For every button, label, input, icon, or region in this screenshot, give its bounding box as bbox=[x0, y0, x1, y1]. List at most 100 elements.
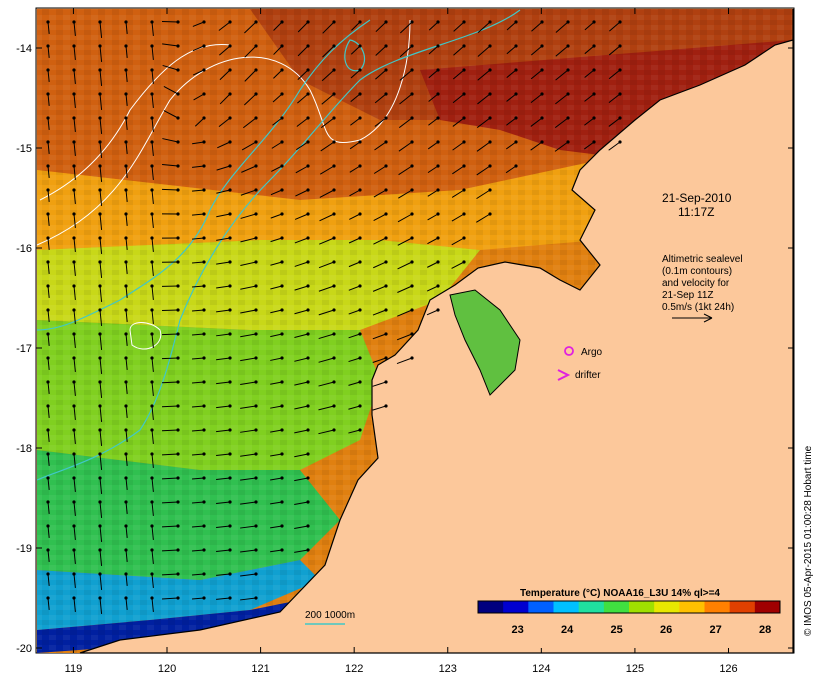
argo-marker-icon bbox=[564, 346, 574, 356]
velocity-arrow bbox=[348, 261, 361, 268]
velocity-arrow bbox=[73, 381, 76, 396]
velocity-arrow bbox=[240, 501, 257, 505]
velocity-arrow bbox=[73, 405, 76, 420]
velocity-arrow bbox=[216, 573, 231, 576]
velocity-arrow-tail bbox=[358, 284, 362, 288]
velocity-arrow-tail bbox=[306, 380, 310, 384]
velocity-arrow bbox=[372, 381, 387, 387]
velocity-arrow-tail bbox=[202, 380, 206, 384]
velocity-arrow-tail bbox=[384, 164, 388, 168]
velocity-arrow bbox=[294, 285, 309, 291]
velocity-arrow bbox=[322, 45, 335, 58]
velocity-arrow-tail bbox=[46, 452, 50, 456]
velocity-arrow bbox=[125, 357, 128, 370]
velocity-arrow-tail bbox=[176, 596, 180, 600]
velocity-arrow-tail bbox=[462, 212, 466, 216]
velocity-arrow bbox=[216, 165, 231, 171]
colorbar-tick-label: 26 bbox=[660, 624, 672, 636]
velocity-arrow bbox=[161, 333, 179, 336]
velocity-arrow bbox=[161, 549, 179, 552]
colorbar: 23 24 25 26 27 28 bbox=[477, 600, 781, 636]
velocity-arrow-tail bbox=[124, 308, 128, 312]
colorbar-background bbox=[475, 582, 785, 648]
velocity-arrow-tail bbox=[228, 284, 232, 288]
velocity-arrow-tail bbox=[124, 332, 128, 336]
velocity-arrow bbox=[192, 333, 205, 336]
velocity-arrow bbox=[240, 477, 257, 481]
colorbar-tick-label: 24 bbox=[561, 624, 574, 636]
velocity-arrow bbox=[47, 357, 50, 370]
velocity-arrow bbox=[47, 261, 50, 274]
velocity-arrow bbox=[73, 285, 76, 300]
velocity-arrow-tail bbox=[46, 68, 50, 72]
velocity-arrow bbox=[99, 309, 103, 326]
velocity-arrow-tail bbox=[618, 92, 622, 96]
velocity-arrow-tail bbox=[124, 188, 128, 192]
velocity-arrow bbox=[505, 165, 517, 174]
velocity-arrow-tail bbox=[410, 332, 414, 336]
lat-tick-label: -19 bbox=[16, 543, 32, 555]
velocity-arrow-tail bbox=[384, 356, 388, 360]
colorbar-title: Temperature (°C) NOAA16_L3U 14% ql>=4 bbox=[520, 588, 720, 599]
velocity-arrow-tail bbox=[254, 524, 258, 528]
velocity-arrow-tail bbox=[592, 116, 596, 120]
velocity-arrow bbox=[151, 237, 154, 252]
velocity-arrow-tail bbox=[462, 68, 466, 72]
velocity-arrow bbox=[396, 357, 413, 365]
velocity-arrow-tail bbox=[306, 212, 310, 216]
velocity-arrow-tail bbox=[72, 212, 76, 216]
velocity-arrow-tail bbox=[384, 260, 388, 264]
velocity-arrow bbox=[240, 309, 257, 314]
velocity-arrow-tail bbox=[332, 164, 336, 168]
velocity-arrow-tail bbox=[46, 596, 50, 600]
velocity-arrow bbox=[453, 45, 465, 56]
velocity-arrow bbox=[99, 573, 103, 590]
velocity-arrow-tail bbox=[254, 68, 258, 72]
velocity-arrow-tail bbox=[202, 188, 206, 192]
velocity-arrow bbox=[161, 597, 179, 600]
velocity-arrow-tail bbox=[566, 116, 570, 120]
velocity-arrow bbox=[125, 45, 128, 58]
velocity-arrow-tail bbox=[410, 284, 414, 288]
velocity-arrow bbox=[73, 69, 76, 84]
velocity-arrow bbox=[125, 213, 128, 226]
velocity-arrow bbox=[320, 117, 335, 129]
velocity-arrow bbox=[428, 93, 439, 102]
velocity-arrow bbox=[151, 573, 154, 588]
argo-label: Argo bbox=[581, 347, 603, 358]
velocity-arrow bbox=[318, 285, 335, 292]
velocity-arrow-tail bbox=[254, 236, 258, 240]
velocity-arrow bbox=[321, 93, 335, 105]
velocity-arrow-tail bbox=[98, 404, 102, 408]
velocity-arrow-tail bbox=[202, 404, 206, 408]
velocity-arrow bbox=[163, 86, 179, 95]
velocity-arrow-tail bbox=[332, 116, 336, 120]
velocity-arrow-tail bbox=[358, 380, 362, 384]
velocity-arrow-tail bbox=[202, 476, 206, 480]
velocity-arrow bbox=[47, 165, 50, 178]
velocity-arrow bbox=[319, 189, 335, 198]
velocity-arrow bbox=[99, 357, 103, 374]
velocity-arrow bbox=[397, 285, 413, 293]
velocity-arrow-tail bbox=[176, 236, 180, 240]
velocity-arrow-tail bbox=[124, 428, 128, 432]
velocity-arrow-tail bbox=[150, 188, 154, 192]
velocity-arrow bbox=[99, 141, 103, 158]
velocity-arrow-tail bbox=[98, 596, 102, 600]
velocity-arrow bbox=[151, 117, 154, 132]
velocity-arrow bbox=[477, 93, 491, 105]
velocity-arrow bbox=[398, 165, 413, 176]
velocity-arrow bbox=[373, 237, 387, 245]
velocity-arrow bbox=[270, 261, 283, 266]
velocity-arrow bbox=[192, 189, 205, 192]
velocity-arrow bbox=[216, 381, 231, 385]
velocity-arrow-tail bbox=[202, 212, 206, 216]
velocity-arrow bbox=[162, 43, 179, 47]
velocity-arrow-tail bbox=[202, 284, 206, 288]
velocity-arrow-tail bbox=[228, 92, 232, 96]
velocity-arrow bbox=[427, 165, 439, 174]
velocity-arrow bbox=[350, 45, 361, 55]
velocity-arrow bbox=[397, 309, 413, 317]
peninsula bbox=[449, 289, 521, 396]
lat-tick-label: -15 bbox=[16, 143, 32, 155]
